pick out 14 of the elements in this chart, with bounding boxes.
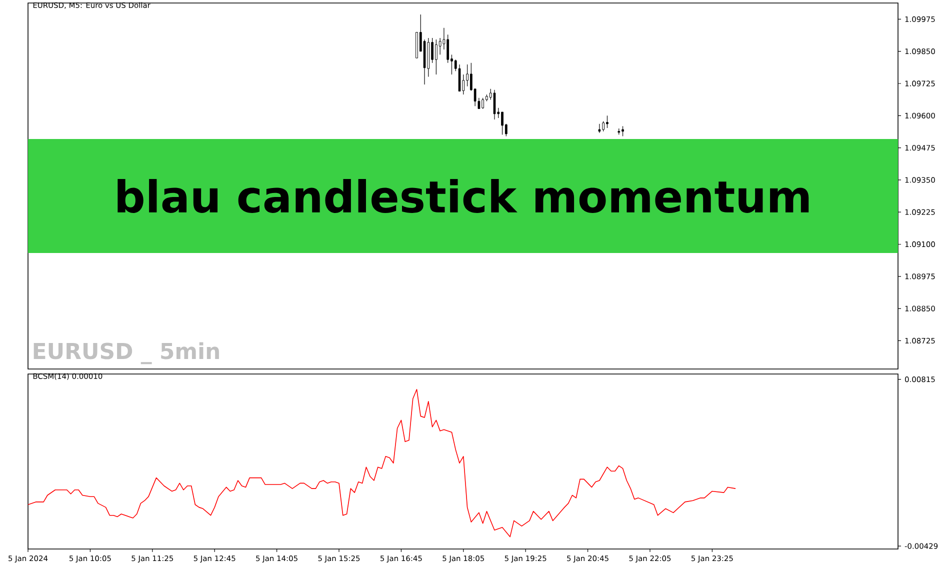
candlestick: [501, 112, 504, 135]
candlestick: [602, 121, 605, 132]
candlestick: [622, 126, 624, 137]
annotation: EURUSD _ 5min: [34, 342, 219, 364]
candlestick: [466, 64, 468, 87]
line-series: [28, 388, 736, 538]
candlestick: [493, 90, 496, 120]
candlestick: [446, 34, 450, 64]
candlestick: [598, 124, 601, 134]
candlestick: [458, 64, 461, 92]
candlestick: [435, 39, 438, 75]
candlestick: [606, 115, 608, 128]
candlestick: [482, 98, 484, 109]
band-label: blau candlestick momentum: [118, 179, 809, 213]
